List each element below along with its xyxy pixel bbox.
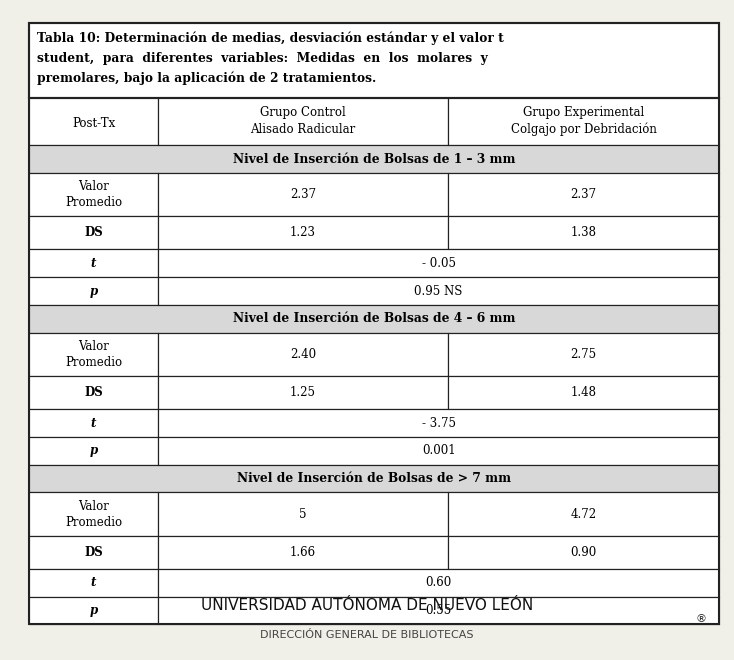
Text: premolares, bajo la aplicación de 2 tratamientos.: premolares, bajo la aplicación de 2 trat… (37, 71, 376, 84)
Bar (29, 536, 158, 569)
Bar (158, 249, 719, 277)
Bar (158, 173, 448, 216)
Bar (29, 492, 158, 536)
Bar (158, 333, 448, 376)
Text: 2.37: 2.37 (570, 188, 597, 201)
Text: student,  para  diferentes  variables:  Medidas  en  los  molares  y: student, para diferentes variables: Medi… (37, 51, 487, 65)
Text: ®: ® (696, 614, 706, 624)
Bar (29, 376, 158, 409)
Bar (158, 409, 719, 437)
Bar (29, 437, 158, 465)
Bar (448, 98, 719, 145)
Text: UNIVERSIDAD AUTÓNOMA DE NUEVO LEÓN: UNIVERSIDAD AUTÓNOMA DE NUEVO LEÓN (201, 599, 533, 613)
Bar (158, 216, 448, 249)
Bar (448, 173, 719, 216)
Bar (448, 216, 719, 249)
Bar (448, 333, 719, 376)
Bar (29, 333, 158, 376)
Text: t: t (91, 416, 96, 430)
Text: 1.23: 1.23 (290, 226, 316, 240)
Bar (29, 597, 158, 624)
Bar (29, 98, 158, 145)
Bar (29, 249, 158, 277)
Bar (158, 569, 719, 597)
Bar (158, 437, 719, 465)
Text: 2.37: 2.37 (290, 188, 316, 201)
Text: - 0.05: - 0.05 (421, 257, 456, 270)
Bar (29, 216, 158, 249)
Text: Grupo Experimental: Grupo Experimental (523, 106, 644, 119)
Bar (29, 305, 719, 333)
Text: Valor
Promedio: Valor Promedio (65, 500, 122, 529)
Bar (448, 492, 719, 536)
Text: Post-Tx: Post-Tx (72, 117, 115, 130)
Text: Tabla 10: Determinación de medias, desviación estándar y el valor t: Tabla 10: Determinación de medias, desvi… (37, 32, 504, 45)
Bar (158, 492, 448, 536)
Bar (158, 277, 719, 305)
Text: t: t (91, 576, 96, 589)
Bar (29, 145, 719, 173)
Bar (29, 173, 158, 216)
Bar (158, 376, 448, 409)
Text: 2.75: 2.75 (570, 348, 597, 361)
Text: 0.001: 0.001 (422, 444, 455, 457)
Text: 0.60: 0.60 (426, 576, 451, 589)
Bar (448, 376, 719, 409)
Bar (29, 277, 158, 305)
Text: p: p (90, 284, 98, 298)
Text: DS: DS (84, 386, 103, 399)
Text: 1.48: 1.48 (570, 386, 597, 399)
Text: 4.72: 4.72 (570, 508, 597, 521)
Text: 2.40: 2.40 (290, 348, 316, 361)
Text: Grupo Control: Grupo Control (260, 106, 346, 119)
Text: 5: 5 (299, 508, 307, 521)
Text: Valor
Promedio: Valor Promedio (65, 180, 122, 209)
Text: Nivel de Inserción de Bolsas de > 7 mm: Nivel de Inserción de Bolsas de > 7 mm (237, 472, 512, 485)
Bar (158, 536, 448, 569)
Text: 0.90: 0.90 (570, 546, 597, 559)
Bar (29, 465, 719, 492)
Text: - 3.75: - 3.75 (421, 416, 456, 430)
Bar (448, 536, 719, 569)
Text: Nivel de Inserción de Bolsas de 4 – 6 mm: Nivel de Inserción de Bolsas de 4 – 6 mm (233, 312, 515, 325)
Text: p: p (90, 444, 98, 457)
Text: Valor
Promedio: Valor Promedio (65, 340, 122, 369)
Text: DS: DS (84, 226, 103, 240)
Text: p: p (90, 604, 98, 617)
Text: 1.38: 1.38 (570, 226, 597, 240)
Text: 1.66: 1.66 (290, 546, 316, 559)
Bar (29, 409, 158, 437)
Bar (29, 569, 158, 597)
Bar (158, 98, 448, 145)
Text: DS: DS (84, 546, 103, 559)
Text: Colgajo por Debridación: Colgajo por Debridación (511, 123, 656, 136)
Text: DIRECCIÓN GENERAL DE BIBLIOTECAS: DIRECCIÓN GENERAL DE BIBLIOTECAS (261, 630, 473, 640)
Text: 0.95 NS: 0.95 NS (415, 284, 462, 298)
Text: t: t (91, 257, 96, 270)
Text: Nivel de Inserción de Bolsas de 1 – 3 mm: Nivel de Inserción de Bolsas de 1 – 3 mm (233, 152, 515, 166)
Text: 1.25: 1.25 (290, 386, 316, 399)
Text: 0.55: 0.55 (426, 604, 451, 617)
Bar (158, 597, 719, 624)
Text: Alisado Radicular: Alisado Radicular (250, 123, 355, 136)
